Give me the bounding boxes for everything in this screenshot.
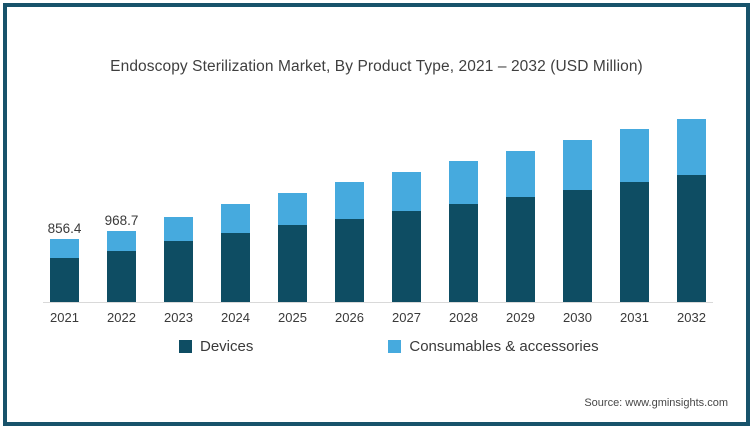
bar-2028-segment-devices	[449, 204, 478, 302]
bar-2032-segment-devices	[677, 175, 706, 302]
x-axis-label-2024: 2024	[221, 310, 250, 325]
bar-2028	[449, 161, 478, 302]
x-axis-label-2026: 2026	[335, 310, 364, 325]
bar-2029-segment-devices	[506, 197, 535, 302]
bar-2024-segment-devices	[221, 233, 250, 302]
bar-2023-segment-consumables-accessories	[164, 217, 193, 241]
bar-2027-segment-devices	[392, 211, 421, 302]
bar-2031-segment-consumables-accessories	[620, 129, 649, 183]
bar-2022: 968.7	[105, 213, 138, 302]
bar-2021-segment-consumables-accessories	[50, 239, 79, 258]
x-axis-label-2032: 2032	[677, 310, 706, 325]
x-axis-label-2021: 2021	[50, 310, 79, 325]
bar-2023-segment-devices	[164, 240, 193, 302]
legend-item-consumables-accessories: Consumables & accessories	[388, 338, 599, 355]
bar-2029	[506, 151, 535, 302]
bar-2027	[392, 172, 421, 302]
bar-2023	[164, 217, 193, 302]
legend-item-devices: Devices	[179, 338, 253, 355]
bar-2021: 856.4	[48, 221, 81, 302]
x-axis-label-2022: 2022	[107, 310, 136, 325]
bar-2030-segment-consumables-accessories	[563, 139, 592, 190]
bar-2021-segment-devices	[50, 258, 79, 302]
bar-2032	[677, 118, 706, 302]
bar-2022-segment-consumables-accessories	[107, 231, 136, 252]
bar-2024-segment-consumables-accessories	[221, 203, 250, 234]
bar-2027-segment-consumables-accessories	[392, 172, 421, 212]
bar-2025-segment-consumables-accessories	[278, 193, 307, 226]
bar-2024	[221, 203, 250, 302]
bar-2025	[278, 193, 307, 302]
x-axis-label-2029: 2029	[506, 310, 535, 325]
bar-2031	[620, 129, 649, 302]
bar-2032-segment-consumables-accessories	[677, 118, 706, 176]
x-axis-label-2028: 2028	[449, 310, 478, 325]
bar-value-label-2022: 968.7	[104, 213, 139, 229]
bar-2029-segment-consumables-accessories	[506, 151, 535, 198]
legend-label: Devices	[200, 338, 254, 355]
legend: Devices Consumables & accessories	[179, 338, 599, 355]
x-axis-label-2023: 2023	[164, 310, 193, 325]
bar-2025-segment-devices	[278, 225, 307, 302]
legend-swatch-icon	[179, 340, 192, 353]
legend-swatch-icon	[388, 340, 402, 353]
bar-2026	[335, 182, 364, 302]
legend-label: Consumables & accessories	[409, 338, 599, 355]
x-axis-label-2025: 2025	[278, 310, 307, 325]
bar-2022-segment-devices	[107, 251, 136, 302]
bar-2030-segment-devices	[563, 189, 592, 302]
x-axis-label-2031: 2031	[620, 310, 649, 325]
bar-2031-segment-devices	[620, 182, 649, 302]
x-axis-label-2027: 2027	[392, 310, 421, 325]
bar-value-label-2021: 856.4	[47, 221, 82, 237]
chart-title: Endoscopy Sterilization Market, By Produ…	[110, 58, 643, 75]
x-axis-label-2030: 2030	[563, 310, 592, 325]
bar-2026-segment-devices	[335, 218, 364, 302]
x-axis-labels: 2021 2022 2023 2024 2025 2026 2027 2028 2029 2030…	[43, 310, 713, 325]
bar-2028-segment-consumables-accessories	[449, 161, 478, 205]
plot-area: 856.4 968.7	[43, 118, 713, 303]
source-attribution: Source: www.gminsights.com	[584, 397, 728, 409]
bar-2030	[563, 139, 592, 302]
bar-2026-segment-consumables-accessories	[335, 182, 364, 219]
